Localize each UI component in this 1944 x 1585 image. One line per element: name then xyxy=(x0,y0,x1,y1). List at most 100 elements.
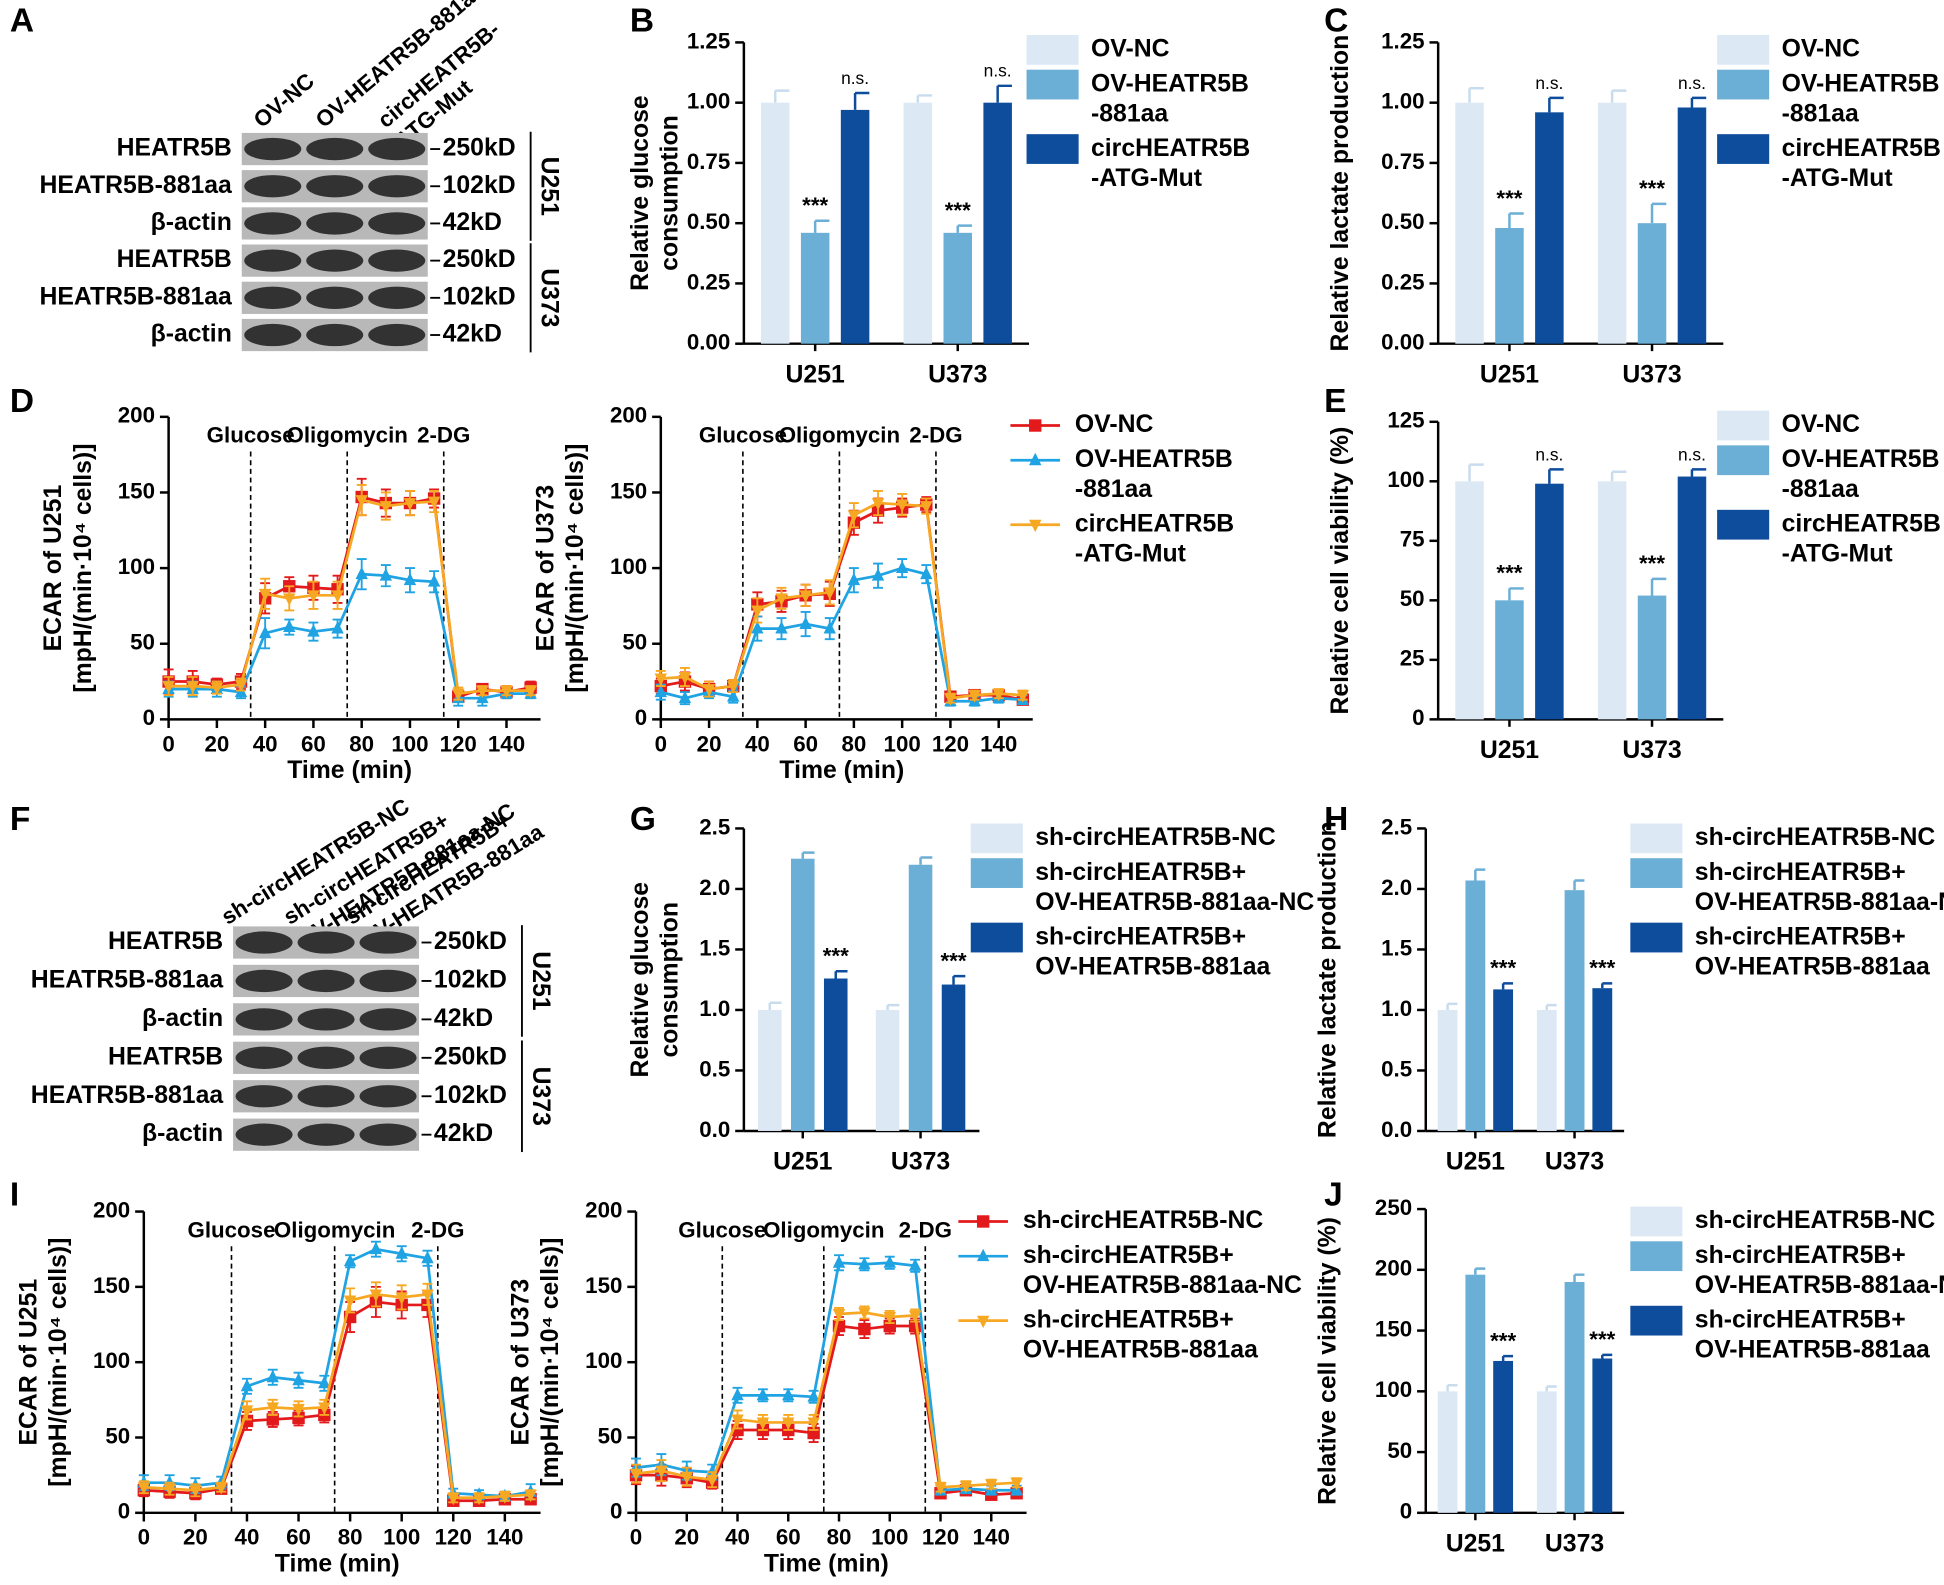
marker xyxy=(318,1402,331,1415)
marker xyxy=(307,624,320,637)
lane-label: OV-NC xyxy=(249,68,319,133)
y-tick-label: 150 xyxy=(93,1273,130,1298)
marker xyxy=(283,593,296,606)
y-tick-label: 150 xyxy=(1375,1316,1412,1341)
error-bar xyxy=(1650,577,1667,596)
x-tick-label: U251 xyxy=(773,1149,832,1176)
marker xyxy=(678,672,692,685)
marker xyxy=(782,1417,795,1430)
bar xyxy=(1564,890,1585,1131)
legend-label: sh-circHEATR5B-NC xyxy=(1695,1207,1936,1234)
significance-label: *** xyxy=(1589,956,1615,981)
blot-band xyxy=(306,249,364,272)
y-axis-label: Relative lactate production xyxy=(1315,821,1342,1138)
marker xyxy=(832,1255,846,1268)
lane-label: circHEATR5B-ATG-Mut xyxy=(373,17,522,154)
error-bar xyxy=(774,89,790,103)
marker xyxy=(883,1312,896,1325)
marker xyxy=(1029,519,1042,533)
marker xyxy=(266,1369,279,1383)
bar xyxy=(941,984,966,1131)
y-axis-label: Relative glucose consumption xyxy=(627,95,684,291)
legend-label: sh-circHEATR5B+OV-HEATR5B-881aa-NC xyxy=(1023,1242,1302,1299)
marker xyxy=(292,1403,305,1417)
marker xyxy=(731,1387,744,1401)
size-label: 102kD xyxy=(443,283,516,310)
x-tick-label: 100 xyxy=(391,731,428,756)
x-axis-label: Time (min) xyxy=(275,1550,400,1577)
y-tick-label: 25 xyxy=(1400,646,1425,671)
y-tick-label: 0.50 xyxy=(1381,209,1424,234)
blot-band xyxy=(244,175,302,198)
marker xyxy=(395,1292,408,1305)
legend-label: sh-circHEATR5B+ OV-HEATR5B-881aa xyxy=(1035,923,1270,980)
marker xyxy=(654,684,668,698)
y-tick-label: 2.0 xyxy=(699,875,730,900)
series-line xyxy=(636,1324,1017,1497)
error-bar xyxy=(1545,1003,1557,1010)
bar xyxy=(800,232,830,344)
marker xyxy=(751,605,764,618)
legend-swatch xyxy=(970,823,1023,854)
error-bar xyxy=(1501,1354,1514,1361)
y-tick-label: 150 xyxy=(610,478,647,503)
marker xyxy=(832,1309,846,1322)
blot-band xyxy=(297,1046,355,1069)
y-axis-label: ECAR of U251 xyxy=(15,1279,42,1446)
size-label: 102kD xyxy=(434,966,507,993)
marker xyxy=(976,1215,990,1228)
bar xyxy=(1495,600,1524,720)
legend-label: OV-HEATR5B -881aa xyxy=(1091,70,1249,127)
y-tick-label: 200 xyxy=(93,1197,130,1222)
blot-band xyxy=(306,286,364,309)
x-tick-label: U373 xyxy=(1622,361,1681,388)
y-tick-label: 200 xyxy=(585,1197,622,1222)
legend-swatch xyxy=(1717,509,1770,540)
x-tick-label: 40 xyxy=(745,731,770,756)
legend-label: OV-NC xyxy=(1782,411,1861,438)
significance-label: *** xyxy=(1490,956,1516,981)
legend-label: circHEATR5B -ATG-Mut xyxy=(1091,135,1250,192)
legend-label: circHEATR5B -ATG-Mut xyxy=(1782,135,1941,192)
x-tick-label: 0 xyxy=(630,1525,642,1550)
x-tick-label: U251 xyxy=(1446,1149,1505,1176)
marker xyxy=(751,621,764,634)
series-line xyxy=(168,498,531,696)
x-tick-label: 60 xyxy=(301,731,326,756)
legend-label: sh-circHEATR5B-NC xyxy=(1035,824,1276,851)
marker xyxy=(427,574,441,587)
error-bar xyxy=(1690,96,1707,108)
x-tick-label: 140 xyxy=(488,731,525,756)
protein-label: β-actin xyxy=(151,209,232,236)
marker xyxy=(727,681,740,694)
marker xyxy=(799,616,812,630)
bar xyxy=(983,102,1012,344)
marker xyxy=(756,1387,770,1401)
y-axis-label: ECAR of U373 xyxy=(508,1279,535,1446)
y-tick-label: 1.0 xyxy=(699,996,730,1021)
legend-label: sh-circHEATR5B-NC xyxy=(1023,1207,1264,1234)
protein-label: HEATR5B-881aa xyxy=(39,283,232,310)
x-axis-label: Time (min) xyxy=(779,757,904,784)
bar xyxy=(1597,102,1627,344)
marker xyxy=(895,560,909,574)
y-tick-label: 50 xyxy=(1387,1438,1412,1463)
legend-swatch xyxy=(1717,445,1770,476)
series-line xyxy=(143,1300,531,1503)
legend-swatch xyxy=(1717,34,1770,65)
blot-band xyxy=(359,1008,417,1031)
error-bar xyxy=(1474,868,1486,881)
legend-label: OV-HEATR5B -881aa xyxy=(1075,446,1233,503)
marker xyxy=(968,690,981,703)
marker xyxy=(163,1483,176,1497)
series-line xyxy=(168,495,531,699)
legend-label: sh-circHEATR5B-NC xyxy=(1695,824,1936,851)
blot-band xyxy=(244,249,302,272)
y-tick-label: 2.5 xyxy=(1381,814,1412,839)
protein-label: HEATR5B-881aa xyxy=(39,172,232,199)
significance-label: *** xyxy=(823,943,849,968)
marker xyxy=(240,1405,254,1418)
y-axis-units: [mpH/(min·10⁴ cells)] xyxy=(45,1238,72,1487)
bar xyxy=(1495,228,1524,344)
